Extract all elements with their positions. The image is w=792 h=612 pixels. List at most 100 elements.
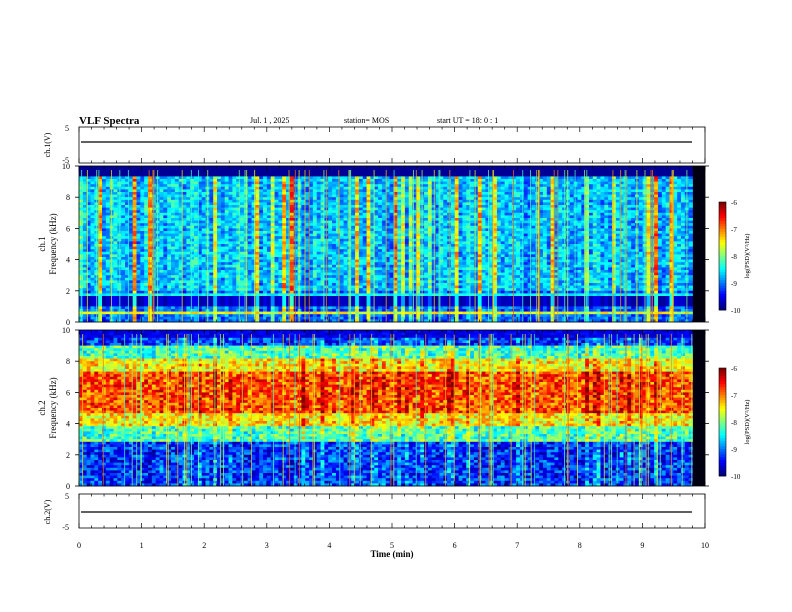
spectrogram-cell bbox=[631, 179, 636, 182]
spectrogram-cell bbox=[220, 215, 226, 219]
spectrogram-cell bbox=[646, 228, 651, 232]
spectrogram-cell bbox=[427, 166, 433, 169]
spectrogram-cell bbox=[209, 231, 214, 234]
spectrogram-cell bbox=[454, 199, 459, 203]
spectrogram-cell bbox=[247, 199, 252, 203]
spectrogram-cell bbox=[512, 205, 517, 208]
spectrogram-cell bbox=[159, 215, 164, 219]
spectrogram-cell bbox=[588, 212, 594, 216]
spectrogram-cell bbox=[201, 202, 206, 206]
spectrogram-cell bbox=[427, 192, 433, 195]
spectrogram-cell bbox=[477, 244, 482, 247]
spectrogram-cell bbox=[144, 210, 149, 214]
spectrogram-cell bbox=[251, 228, 256, 232]
spectrogram-cell bbox=[604, 207, 609, 211]
spectrogram-cell bbox=[466, 241, 471, 245]
spectrogram-cell bbox=[266, 202, 272, 206]
spectrogram-cell bbox=[661, 228, 667, 232]
spectrogram-cell bbox=[608, 186, 613, 190]
spectrogram-cell bbox=[186, 238, 191, 242]
spectrogram-cell bbox=[148, 168, 153, 172]
spectrogram-cell bbox=[600, 173, 605, 177]
spectrogram-cell bbox=[125, 173, 130, 177]
spectrogram-cell bbox=[370, 194, 375, 198]
spectrogram-cell bbox=[523, 166, 528, 169]
spectrogram-cell bbox=[496, 244, 502, 247]
spectrogram-cell bbox=[332, 166, 337, 169]
spectrogram-cell bbox=[481, 231, 486, 234]
spectrogram-cell bbox=[270, 186, 275, 190]
spectrogram-cell bbox=[316, 186, 321, 190]
spectrogram-cell bbox=[270, 199, 275, 203]
spectrogram-cell bbox=[132, 189, 137, 193]
spectrogram-cell bbox=[297, 184, 302, 188]
spectrogram-cell bbox=[86, 197, 91, 201]
spectrogram-cell bbox=[228, 194, 233, 198]
spectrogram-cell bbox=[596, 197, 601, 201]
spectrogram-cell bbox=[366, 241, 371, 245]
spectrogram-cell bbox=[217, 244, 222, 247]
spectrogram-cell bbox=[573, 207, 578, 211]
spectrogram-cell bbox=[539, 207, 544, 211]
spectrogram-cell bbox=[669, 241, 674, 245]
spectrogram-cell bbox=[144, 171, 149, 175]
spectrogram-cell bbox=[588, 171, 594, 175]
spectrogram-cell bbox=[519, 218, 525, 221]
spectrogram-cell bbox=[688, 192, 693, 195]
spectrogram-cell bbox=[592, 166, 598, 169]
spectrogram-cell bbox=[393, 223, 398, 227]
spectrogram-cell bbox=[163, 236, 168, 240]
spectrogram-cell bbox=[550, 215, 555, 219]
spectrogram-cell bbox=[504, 171, 509, 175]
spectrogram-cell bbox=[627, 210, 632, 214]
spectrogram-cell bbox=[619, 176, 624, 180]
spectrogram-cell bbox=[408, 171, 413, 175]
spectrogram-cell bbox=[661, 225, 667, 229]
spectrogram-cell bbox=[416, 220, 421, 224]
spectrogram-cell bbox=[305, 179, 310, 182]
spectrogram-cell bbox=[558, 194, 563, 198]
spectrogram-cell bbox=[604, 236, 609, 240]
spectrogram-cell bbox=[159, 236, 164, 240]
spectrogram-cell bbox=[519, 168, 525, 172]
spectrogram-cell bbox=[140, 205, 145, 208]
spectrogram-cell bbox=[355, 181, 360, 185]
spectrogram-cell bbox=[355, 171, 360, 175]
spectrogram-cell bbox=[278, 236, 283, 240]
spectrogram-cell bbox=[190, 205, 195, 208]
spectrogram-cell bbox=[148, 192, 153, 195]
spectrogram-cell bbox=[243, 233, 249, 237]
spectrogram-cell bbox=[378, 176, 383, 180]
spectrogram-cell bbox=[378, 168, 383, 172]
spectrogram-cell bbox=[362, 212, 367, 216]
spectrogram-cell bbox=[631, 171, 636, 175]
spectrogram-cell bbox=[646, 199, 651, 203]
spectrogram-cell bbox=[228, 244, 233, 247]
spectrogram-cell bbox=[125, 236, 130, 240]
spectrogram-cell bbox=[132, 168, 137, 172]
spectrogram-cell bbox=[631, 238, 636, 242]
spectrogram-cell bbox=[496, 171, 502, 175]
spectrogram-cell bbox=[374, 199, 379, 203]
spectrogram-cell bbox=[611, 225, 617, 229]
spectrogram-cell bbox=[619, 228, 624, 232]
spectrogram-cell bbox=[577, 199, 582, 203]
spectrogram-cell bbox=[167, 171, 172, 175]
spectrogram-cell bbox=[98, 231, 103, 234]
spectrogram-cell bbox=[500, 173, 505, 177]
spectrogram-cell bbox=[297, 220, 302, 224]
spectrogram-cell bbox=[558, 173, 563, 177]
spectrogram-cell bbox=[527, 184, 532, 188]
spectrogram-cell bbox=[213, 228, 218, 232]
spectrogram-cell bbox=[309, 173, 314, 177]
spectrogram-cell bbox=[473, 231, 479, 234]
spectrogram-cell bbox=[289, 199, 295, 203]
spectrogram-cell bbox=[466, 173, 471, 177]
spectrogram-cell bbox=[355, 202, 360, 206]
spectrogram-cell bbox=[500, 207, 505, 211]
spectrogram-cell bbox=[466, 228, 471, 232]
spectrogram-cell bbox=[577, 223, 582, 227]
spectrogram-cell bbox=[489, 184, 494, 188]
spectrogram-cell bbox=[255, 210, 260, 214]
spectrogram-cell bbox=[404, 225, 410, 229]
